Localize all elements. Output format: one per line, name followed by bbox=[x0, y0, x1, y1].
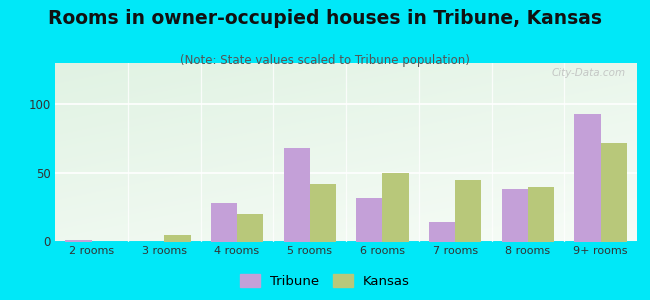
Bar bbox=[429, 222, 455, 242]
Bar bbox=[382, 173, 409, 242]
Legend: Tribune, Kansas: Tribune, Kansas bbox=[235, 268, 415, 293]
Bar bbox=[211, 203, 237, 242]
Bar bbox=[575, 114, 601, 242]
Bar bbox=[356, 198, 382, 242]
Bar bbox=[283, 148, 310, 242]
Bar bbox=[502, 189, 528, 242]
Bar bbox=[455, 180, 482, 242]
Bar bbox=[601, 142, 627, 242]
Text: (Note: State values scaled to Tribune population): (Note: State values scaled to Tribune po… bbox=[180, 54, 470, 67]
Bar bbox=[237, 214, 263, 242]
Bar bbox=[164, 235, 190, 242]
Bar bbox=[528, 187, 554, 242]
Text: City-Data.com: City-Data.com bbox=[551, 68, 625, 78]
Text: Rooms in owner-occupied houses in Tribune, Kansas: Rooms in owner-occupied houses in Tribun… bbox=[48, 9, 602, 28]
Bar bbox=[66, 240, 92, 242]
Bar bbox=[310, 184, 336, 242]
